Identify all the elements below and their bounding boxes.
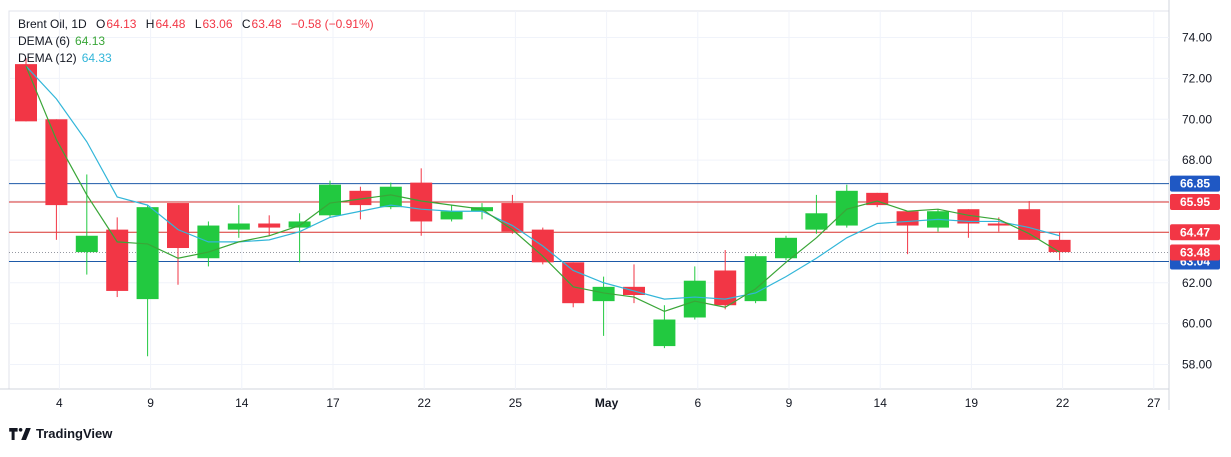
candle-body-up [592, 286, 615, 302]
close-label: C [241, 17, 251, 31]
plot-frame [8, 10, 1170, 390]
y-tick-label: 68.00 [1182, 153, 1212, 167]
candle-body-up [653, 319, 676, 347]
close-value: 63.48 [251, 17, 282, 31]
x-tick-label: 19 [965, 396, 979, 410]
price-tag-64-47 [1170, 224, 1220, 241]
candle-body-up [75, 235, 98, 253]
candle-body-up [227, 223, 250, 230]
candle-body-up [319, 184, 341, 216]
candle-body-down [896, 211, 919, 226]
candle-body-down [45, 119, 68, 206]
last-price-tag-text: 63.48 [1180, 246, 1210, 260]
last-price-tag [1170, 244, 1220, 261]
candle-body-up [288, 221, 311, 228]
candle-body-up [683, 280, 706, 318]
x-tick-label: 17 [326, 396, 340, 410]
price-tag-65-95-text: 65.95 [1180, 195, 1210, 209]
candle-body-up [379, 186, 402, 208]
x-tick-label: 9 [147, 396, 154, 410]
candle-body-down [562, 262, 585, 304]
candle-body-down [957, 209, 980, 224]
y-tick-label: 70.00 [1182, 112, 1212, 126]
candle-body-down [1018, 209, 1041, 240]
dema12-value: 64.33 [81, 51, 112, 65]
tradingview-brand[interactable]: TradingView [9, 426, 112, 441]
candle-body-down [714, 270, 737, 306]
candle-body-up [440, 211, 463, 220]
y-tick-label: 62.00 [1182, 276, 1212, 290]
x-tick-label: 22 [418, 396, 432, 410]
candle-body-down [987, 223, 1010, 226]
x-tick-label: 6 [694, 396, 701, 410]
ohlc-legend-row: Brent Oil, 1D O64.13 H64.48 L63.06 C63.4… [18, 16, 374, 33]
low-value: 63.06 [202, 17, 233, 31]
dema6-line [25, 65, 1060, 313]
open-value: 64.13 [106, 17, 137, 31]
x-tick-label: 27 [1147, 396, 1161, 410]
candle-body-down [258, 223, 281, 228]
symbol-title[interactable]: Brent Oil, 1D [18, 17, 87, 31]
open-label: O [96, 17, 106, 31]
chart-legend: Brent Oil, 1D O64.13 H64.48 L63.06 C63.4… [18, 16, 374, 67]
candle-body-down [106, 229, 129, 291]
dema12-line [25, 65, 1060, 300]
candle-body-down [501, 203, 524, 232]
candle-body-down [1048, 239, 1071, 253]
x-tick-label: 4 [56, 396, 63, 410]
y-tick-label: 72.00 [1182, 71, 1212, 85]
x-tick-label: 9 [786, 396, 793, 410]
price-tag-65-95 [1170, 194, 1220, 211]
y-tick-label: 60.00 [1182, 317, 1212, 331]
change-value: −0.58 (−0.91%) [290, 17, 374, 31]
low-label: L [194, 17, 202, 31]
y-tick-label: 74.00 [1182, 31, 1212, 45]
dema12-legend-row[interactable]: DEMA (12) 64.33 [18, 50, 374, 67]
x-tick-label: May [595, 396, 619, 410]
y-tick-label: 58.00 [1182, 357, 1212, 371]
tradingview-logo-icon [9, 427, 31, 440]
candle-body-up [775, 237, 797, 259]
dema12-label: DEMA (12) [18, 51, 77, 65]
x-tick-label: 14 [874, 396, 888, 410]
price-tag-66-85 [1170, 175, 1220, 192]
price-tag-64-47-text: 64.47 [1180, 225, 1210, 239]
high-label: H [145, 17, 155, 31]
dema6-value: 64.13 [75, 34, 106, 48]
brand-name: TradingView [36, 426, 113, 441]
candle-body-down [15, 64, 37, 122]
candle-body-down [167, 203, 189, 249]
x-tick-label: 14 [235, 396, 249, 410]
dema6-legend-row[interactable]: DEMA (6) 64.13 [18, 33, 374, 50]
dema6-label: DEMA (6) [18, 34, 71, 48]
price-tag-66-85-text: 66.85 [1180, 177, 1210, 191]
candle-body-up [805, 213, 828, 230]
candle-body-up [136, 207, 159, 300]
candle-body-up [835, 190, 858, 226]
x-tick-label: 22 [1056, 396, 1070, 410]
high-value: 64.48 [155, 17, 186, 31]
x-tick-label: 25 [509, 396, 523, 410]
candle-body-down [349, 190, 372, 206]
candle-body-down [410, 182, 433, 222]
